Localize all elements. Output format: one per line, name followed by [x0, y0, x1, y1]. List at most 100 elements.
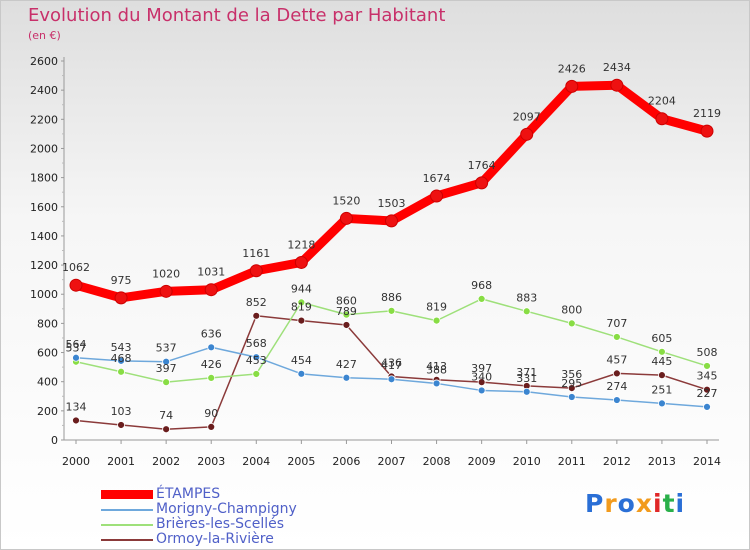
data-point — [297, 369, 306, 378]
data-point — [703, 385, 711, 394]
data-label: 331 — [516, 372, 537, 385]
data-label: 417 — [381, 359, 402, 372]
data-label: 537 — [66, 342, 87, 355]
data-label: 274 — [606, 380, 627, 393]
legend-label: Brières-les-Scellés — [156, 516, 285, 532]
data-label: 1161 — [242, 247, 270, 260]
x-tick-label: 2002 — [152, 455, 180, 468]
y-tick-label: 2200 — [30, 113, 58, 126]
x-tick-label: 2009 — [468, 455, 496, 468]
data-point — [117, 367, 125, 376]
data-point — [612, 333, 621, 341]
x-tick-label: 2007 — [378, 455, 406, 468]
data-label: 568 — [246, 337, 267, 350]
data-point — [159, 284, 173, 298]
data-label: 1503 — [378, 197, 406, 210]
data-point — [430, 189, 444, 203]
data-point — [477, 378, 486, 387]
data-label: 90 — [204, 407, 218, 420]
logo-letter: i — [653, 489, 663, 518]
data-point — [432, 316, 441, 325]
data-point — [658, 347, 666, 356]
data-point — [522, 387, 531, 396]
data-point — [249, 264, 263, 278]
legend-swatch — [101, 490, 153, 499]
data-label: 1031 — [197, 266, 225, 279]
data-label: 356 — [561, 368, 582, 381]
data-point — [342, 373, 351, 382]
data-label: 1520 — [332, 194, 360, 207]
y-tick-label: 2400 — [30, 84, 58, 97]
legend-label: ÉTAMPES — [156, 486, 221, 502]
data-point — [703, 403, 711, 411]
data-label: 454 — [291, 354, 312, 367]
data-label: 2426 — [558, 62, 586, 75]
y-tick-label: 1600 — [30, 201, 58, 214]
y-tick-label: 800 — [37, 317, 58, 330]
data-point — [342, 321, 351, 329]
data-point — [294, 255, 308, 269]
y-tick-label: 600 — [37, 347, 58, 360]
data-label: 445 — [651, 355, 672, 368]
data-label: 975 — [111, 274, 132, 287]
data-point — [204, 283, 218, 297]
data-point — [252, 311, 261, 320]
data-point — [69, 278, 83, 292]
data-label: 1218 — [287, 238, 315, 251]
data-point — [385, 214, 398, 228]
data-point — [658, 371, 666, 380]
y-tick-label: 200 — [37, 405, 58, 418]
x-tick-label: 2008 — [423, 455, 451, 468]
data-point — [72, 353, 80, 362]
data-point — [610, 78, 624, 92]
x-tick-label: 2005 — [287, 455, 315, 468]
data-point — [477, 386, 486, 395]
y-tick-label: 2000 — [30, 142, 58, 155]
data-label: 707 — [606, 317, 627, 330]
y-tick-label: 400 — [37, 376, 58, 389]
chart-title: Evolution du Montant de la Dette par Hab… — [28, 5, 446, 26]
legend-swatch — [101, 509, 153, 511]
x-tick-label: 2006 — [332, 455, 360, 468]
data-point — [207, 374, 216, 382]
data-point — [114, 291, 128, 305]
data-point — [520, 127, 534, 141]
data-point — [117, 421, 125, 429]
data-point — [207, 422, 216, 431]
data-label: 789 — [336, 305, 357, 318]
data-point — [475, 176, 489, 190]
data-label: 426 — [201, 358, 222, 371]
logo-letter: r — [604, 489, 618, 518]
data-point — [339, 211, 353, 225]
data-label: 397 — [471, 362, 492, 375]
data-label: 345 — [697, 370, 718, 383]
data-label: 74 — [159, 409, 173, 422]
data-point — [342, 310, 351, 319]
data-label: 388 — [426, 363, 447, 376]
data-point — [565, 79, 579, 93]
data-label: 103 — [111, 405, 132, 418]
data-label: 819 — [426, 301, 447, 314]
y-tick-label: 0 — [51, 434, 58, 447]
data-label: 605 — [651, 332, 672, 345]
data-label: 340 — [471, 370, 492, 383]
x-tick-label: 2010 — [513, 455, 541, 468]
legend-swatch — [101, 524, 153, 526]
legend-label: Morigny-Champigny — [156, 501, 297, 517]
data-label: 564 — [66, 338, 87, 351]
data-label: 468 — [111, 352, 132, 365]
data-label: 968 — [471, 279, 492, 292]
data-point — [703, 362, 711, 370]
data-point — [117, 356, 125, 365]
data-label: 1674 — [423, 172, 451, 185]
series-line — [71, 80, 712, 303]
data-point — [207, 343, 216, 352]
logo-letter: P — [585, 489, 605, 518]
data-label: 2434 — [603, 61, 631, 74]
data-label: 860 — [336, 295, 357, 308]
data-label: 436 — [381, 356, 402, 369]
data-label: 2097 — [513, 110, 541, 123]
data-point — [72, 416, 80, 425]
